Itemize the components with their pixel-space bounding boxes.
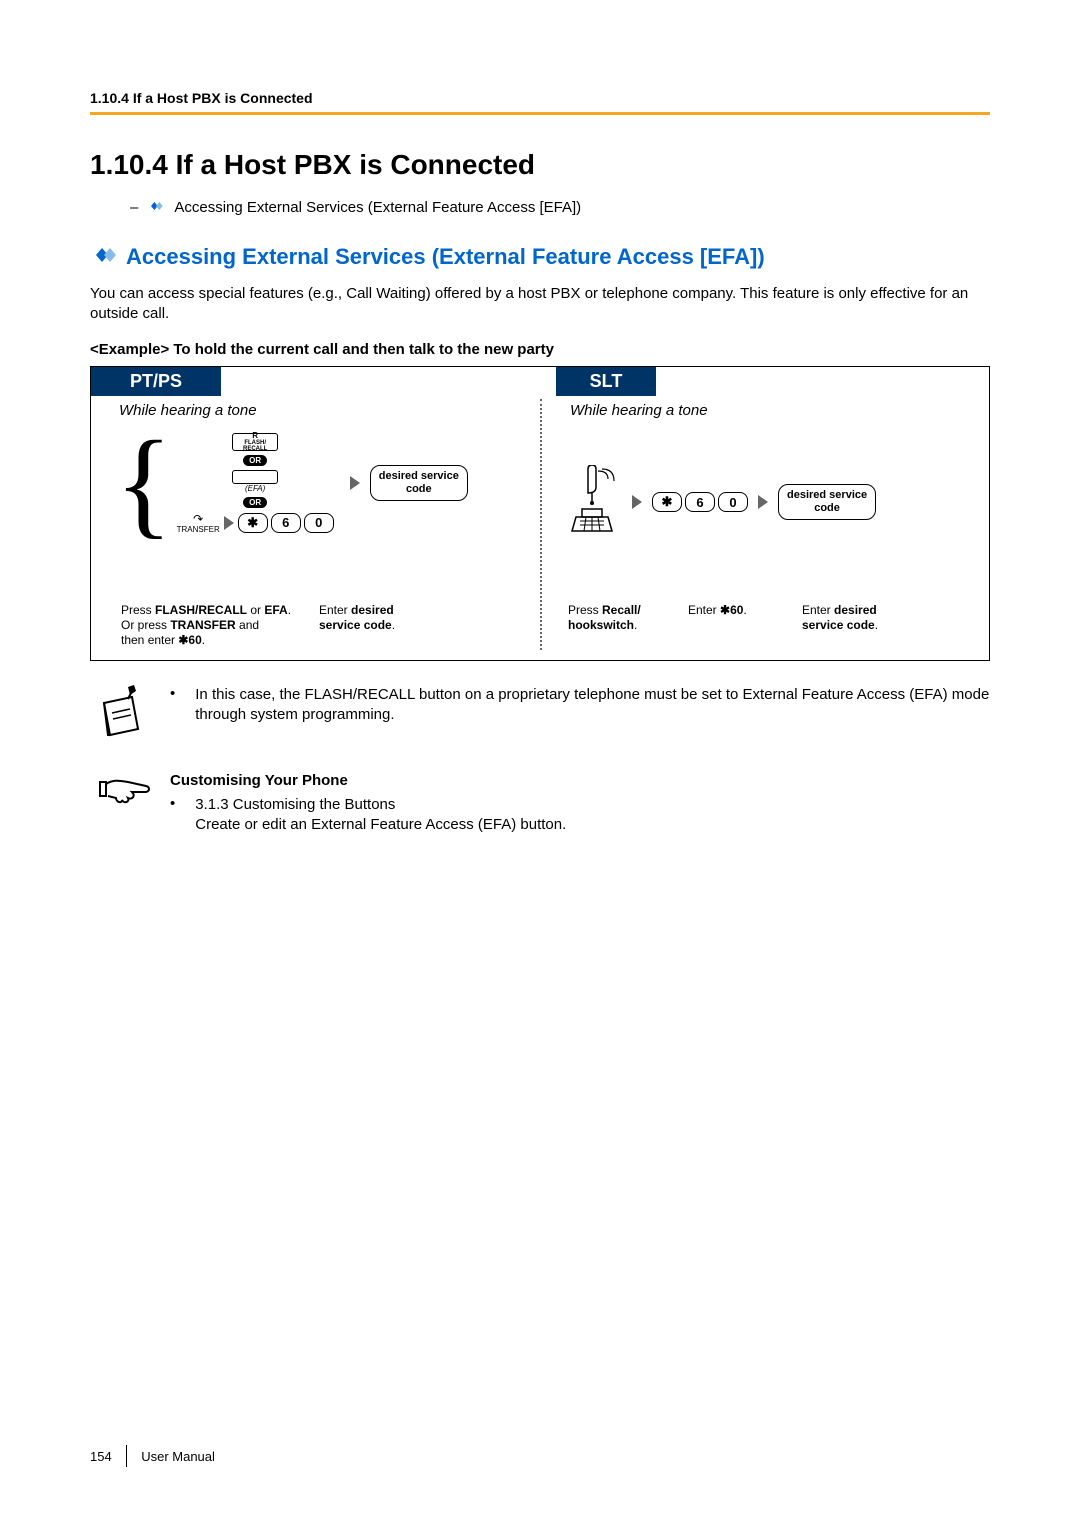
example-label: <Example> To hold the current call and t… (90, 341, 990, 358)
bullet-icon: • (170, 685, 175, 744)
instr-text: service code. (319, 618, 395, 632)
customize-heading: Customising Your Phone (170, 772, 566, 789)
transfer-label: TRANSFER (177, 526, 220, 534)
procedure-diagram: PT/PS While hearing a tone { R FLASH/ RE… (90, 366, 990, 661)
hand-pointing-icon (98, 793, 154, 810)
customize-block: Customising Your Phone • 3.1.3 Customisi… (90, 772, 990, 836)
note-block: • In this case, the FLASH/RECALL button … (90, 685, 990, 744)
button-alternatives: R FLASH/ RECALL OR (EFA) OR ↷ TRAN (177, 433, 334, 534)
toc-line: – Accessing External Services (External … (130, 199, 990, 216)
instr-text: Or press TRANSFER and (121, 618, 259, 632)
diamond-icon (146, 199, 166, 216)
key-star: ✱ (238, 513, 268, 533)
left-instructions: Press FLASH/RECALL or EFA. Or press TRAN… (91, 599, 540, 660)
note-text: In this case, the FLASH/RECALL button on… (195, 685, 990, 744)
right-subhead: While hearing a tone (540, 396, 989, 419)
arrow-icon (224, 516, 234, 530)
service-code-box: desired service code (370, 465, 468, 500)
instr-text: Enter desired (802, 603, 877, 617)
instr-text: Enter desired (319, 603, 394, 617)
bullet-icon: • (170, 795, 175, 836)
customize-line2: Create or edit an External Feature Acces… (195, 815, 566, 835)
diagram-right: SLT While hearing a tone (540, 367, 989, 660)
page-number: 154 (90, 1449, 112, 1464)
header-breadcrumb: 1.10.4 If a Host PBX is Connected (90, 90, 990, 106)
toc-item-text: Accessing External Services (External Fe… (174, 199, 581, 216)
brace-icon: { (115, 447, 173, 519)
instr-text: Press FLASH/RECALL or EFA. (121, 603, 291, 617)
section-title: Accessing External Services (External Fe… (126, 244, 765, 270)
flash-recall-button: R FLASH/ RECALL (232, 433, 278, 451)
key-6: 6 (271, 513, 301, 533)
main-heading: 1.10.4 If a Host PBX is Connected (90, 149, 990, 181)
or-pill: OR (243, 455, 267, 466)
dash-icon: – (130, 199, 138, 216)
tab-slt: SLT (556, 367, 656, 396)
service-code-box: desired service code (778, 484, 876, 519)
key-sequence: ✱ 6 0 (238, 513, 334, 533)
key-0: 0 (718, 492, 748, 512)
slt-phone-icon (568, 465, 622, 540)
arrow-icon (632, 495, 642, 509)
diamond-icon (90, 246, 118, 269)
footer-divider (126, 1445, 128, 1467)
accent-rule (90, 112, 990, 115)
key-sequence: ✱ 6 0 (652, 492, 748, 512)
or-pill: OR (243, 497, 267, 508)
page-footer: 154 User Manual (90, 1445, 215, 1467)
doc-title: User Manual (141, 1449, 215, 1464)
customize-line1: 3.1.3 Customising the Buttons (195, 795, 566, 815)
key-6: 6 (685, 492, 715, 512)
right-instructions: Press Recall/ hookswitch. Enter ✱60. Ent… (540, 599, 989, 645)
key-star: ✱ (652, 492, 682, 512)
instr-text: Enter ✱60. (688, 603, 747, 617)
transfer-arrow-icon: ↷ (193, 512, 203, 526)
instr-text: Press Recall/ (568, 603, 641, 617)
arrow-icon (350, 476, 360, 490)
instr-text: hookswitch. (568, 618, 637, 632)
notepad-icon (98, 726, 148, 743)
arrow-icon (758, 495, 768, 509)
section-intro: You can access special features (e.g., C… (90, 284, 990, 325)
diagram-left: PT/PS While hearing a tone { R FLASH/ RE… (91, 367, 540, 660)
section-heading: Accessing External Services (External Fe… (90, 244, 990, 270)
instr-text: then enter ✱60. (121, 633, 205, 647)
efa-button (232, 470, 278, 484)
efa-label: (EFA) (245, 484, 265, 493)
instr-text: service code. (802, 618, 878, 632)
key-0: 0 (304, 513, 334, 533)
tab-ptps: PT/PS (91, 367, 221, 396)
